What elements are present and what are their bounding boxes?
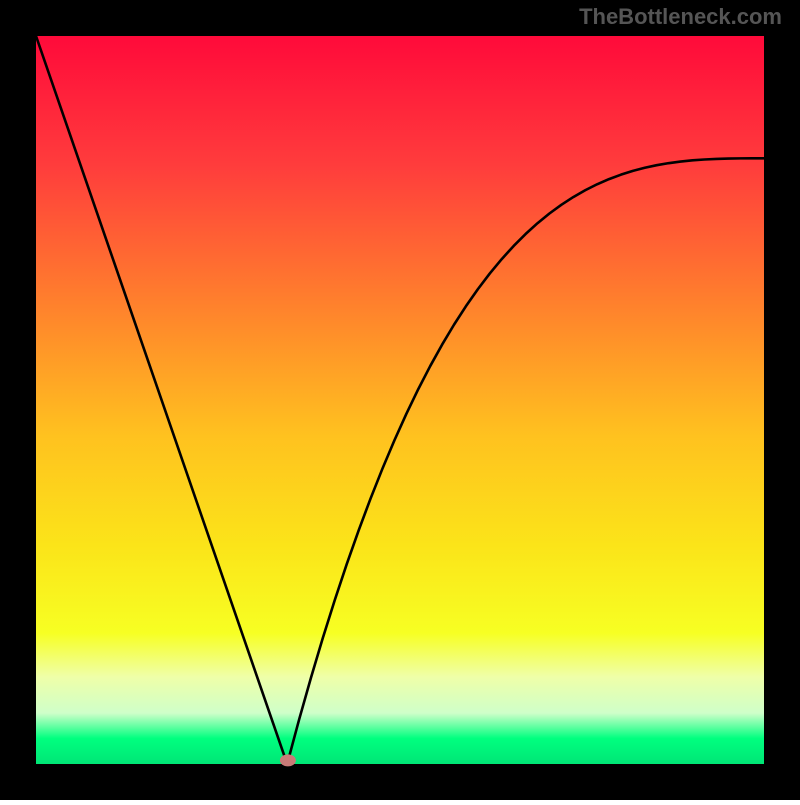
plot-background: [36, 36, 764, 764]
bottleneck-chart: [0, 0, 800, 800]
chart-svg: [0, 0, 800, 800]
optimum-marker: [280, 754, 296, 766]
watermark-text: TheBottleneck.com: [579, 4, 782, 30]
